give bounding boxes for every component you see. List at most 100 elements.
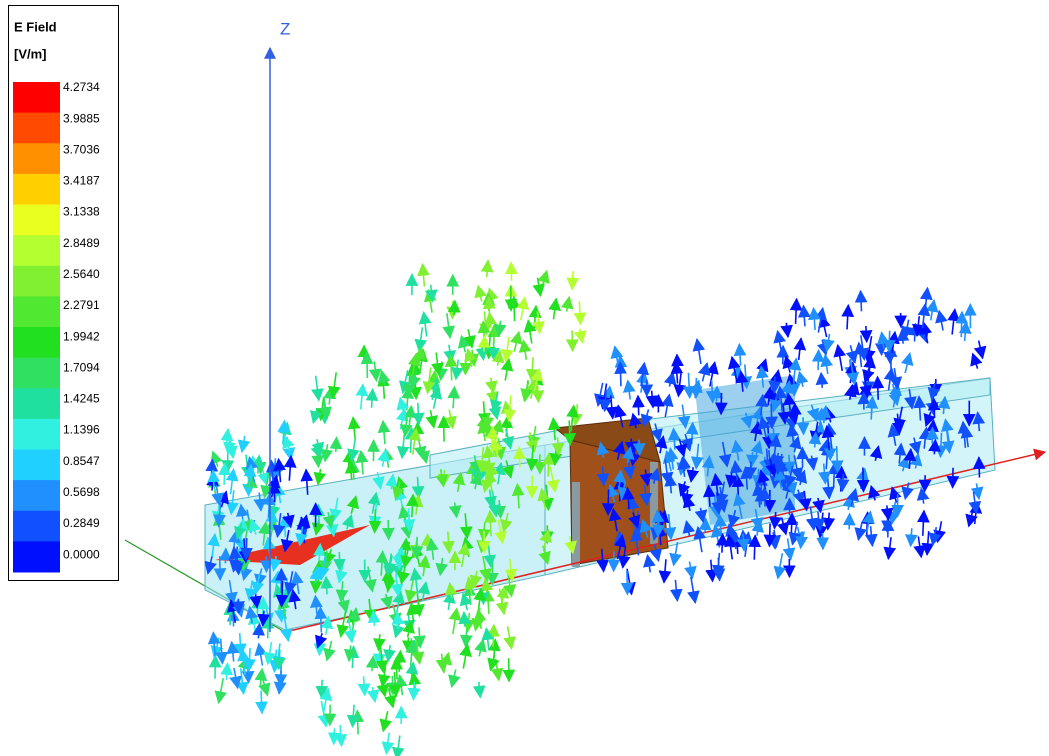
field-arrow — [534, 306, 536, 328]
field-arrow — [627, 571, 628, 595]
field-arrow — [408, 373, 409, 396]
strap — [650, 462, 658, 544]
legend-label: 0.0000 — [63, 547, 100, 561]
field-arrow — [452, 301, 453, 319]
field-arrow — [514, 332, 519, 352]
field-arrow — [219, 678, 224, 703]
legend-swatch — [13, 419, 60, 450]
field-arrow — [353, 461, 354, 480]
field-arrow — [537, 383, 538, 402]
field-arrow — [468, 329, 472, 347]
field-arrow — [211, 460, 213, 484]
field-arrow — [327, 641, 332, 660]
field-arrow — [914, 324, 915, 342]
field-arrow — [388, 520, 389, 539]
field-arrow — [888, 537, 891, 559]
field-arrow — [336, 437, 337, 452]
field-arrow — [553, 299, 556, 320]
field-arrow — [229, 603, 230, 625]
field-arrow — [815, 433, 816, 448]
field-arrow — [711, 560, 713, 582]
field-arrow — [453, 387, 454, 408]
legend-swatch — [13, 450, 60, 481]
field-arrow — [487, 260, 488, 277]
field-arrow — [451, 355, 452, 380]
legend-label: 1.7094 — [63, 360, 100, 374]
field-arrow — [523, 341, 526, 360]
field-arrow — [965, 322, 966, 341]
field-arrow — [674, 542, 678, 565]
field-arrow — [240, 633, 241, 655]
field-arrow — [367, 352, 368, 378]
field-arrow — [482, 590, 483, 604]
field-arrow — [402, 432, 404, 458]
field-arrow — [238, 599, 239, 613]
field-arrow — [320, 607, 321, 632]
field-arrow — [394, 672, 396, 696]
field-arrow — [801, 531, 802, 548]
field-arrow — [486, 413, 488, 429]
field-arrow — [400, 675, 403, 695]
field-arrow — [321, 680, 322, 698]
field-arrow — [213, 632, 215, 655]
field-arrow — [400, 409, 404, 429]
legend-label: 3.1338 — [63, 205, 100, 219]
field-arrow — [396, 658, 397, 679]
field-arrow — [442, 654, 444, 672]
field-arrow — [418, 437, 422, 458]
field-arrow — [739, 344, 740, 365]
field-arrow — [745, 532, 748, 557]
field-arrow — [489, 425, 492, 439]
field-arrow — [489, 334, 491, 358]
field-arrow — [431, 285, 433, 302]
field-arrow — [878, 377, 879, 400]
field-arrow — [688, 373, 689, 398]
strap — [572, 482, 580, 567]
field-arrow — [939, 311, 943, 331]
field-arrow — [373, 611, 374, 626]
field-arrow — [324, 689, 328, 713]
field-arrow — [248, 661, 249, 683]
field-arrow — [274, 650, 276, 672]
field-arrow — [318, 561, 319, 586]
field-arrow — [268, 617, 269, 638]
field-arrow — [313, 409, 317, 423]
legend-label: 3.9885 — [63, 111, 100, 125]
field-arrow — [478, 286, 482, 302]
field-arrow — [923, 511, 924, 536]
field-arrow — [697, 339, 701, 364]
legend-label: 0.2849 — [63, 516, 100, 530]
field-arrow — [482, 344, 484, 360]
field-arrow — [423, 264, 425, 286]
field-arrow — [224, 463, 225, 484]
field-arrow — [969, 511, 973, 526]
field-arrow — [889, 369, 892, 391]
field-arrow — [814, 308, 816, 330]
field-arrow — [639, 440, 640, 455]
legend-swatch — [13, 205, 60, 236]
field-arrow — [364, 676, 365, 695]
field-arrow — [675, 580, 677, 601]
field-arrow — [289, 456, 291, 481]
field-arrow — [479, 682, 480, 697]
field-arrow — [361, 384, 363, 409]
field-arrow — [778, 331, 782, 352]
field-arrow — [691, 577, 695, 603]
field-arrow — [938, 521, 942, 542]
field-arrow — [383, 421, 385, 444]
legend-unit: [V/m] — [14, 46, 47, 61]
field-arrow — [678, 372, 681, 396]
field-arrow — [786, 323, 788, 337]
legend-label: 1.4245 — [63, 392, 100, 406]
field-arrow — [349, 619, 352, 642]
field-arrow — [732, 357, 737, 382]
field-arrow — [329, 387, 331, 404]
field-arrow — [532, 357, 534, 380]
field-arrow — [249, 465, 251, 489]
field-arrow — [866, 326, 867, 342]
field-arrow — [418, 403, 419, 425]
field-arrow — [232, 642, 234, 662]
field-arrow — [921, 488, 923, 503]
field-arrow — [246, 538, 247, 559]
field-arrow — [213, 470, 214, 486]
